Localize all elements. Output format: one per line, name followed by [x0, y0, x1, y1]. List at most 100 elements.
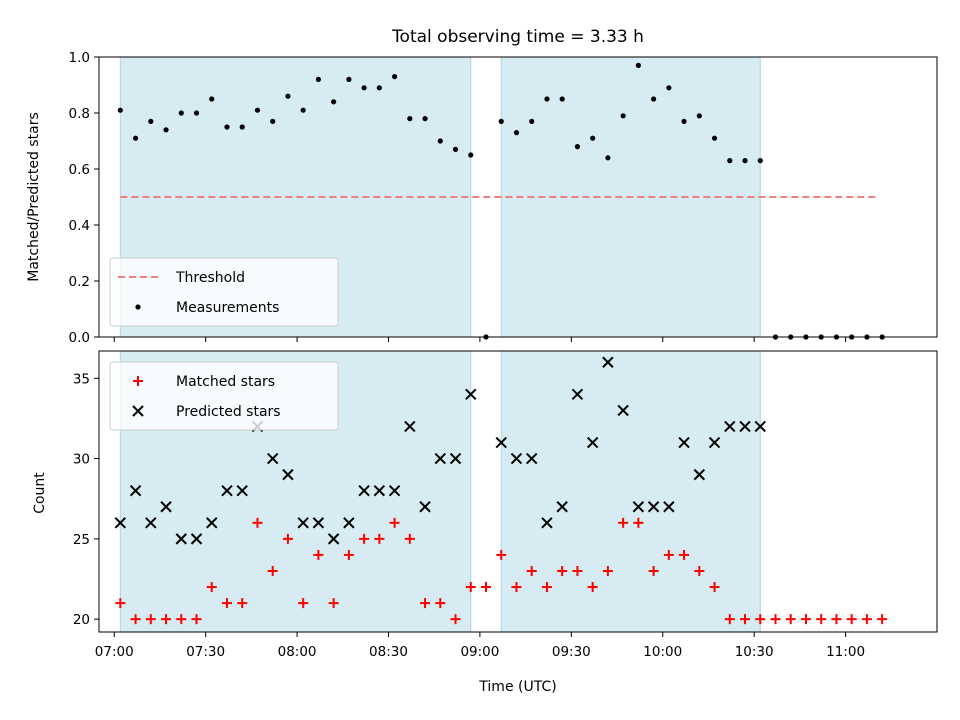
data-point [145, 517, 157, 529]
x-tick-label: 08:30 [369, 644, 408, 660]
x-tick-label: 09:30 [552, 644, 591, 660]
y-tick-label: 0.0 [69, 330, 90, 346]
data-point [343, 549, 354, 560]
data-point [374, 533, 385, 544]
data-point [574, 144, 581, 150]
data-point [694, 565, 705, 576]
y-tick-label: 0.8 [69, 106, 90, 122]
data-point [556, 501, 568, 513]
data-point [526, 452, 538, 465]
data-point [176, 614, 187, 625]
data-point [129, 484, 142, 497]
data-point [511, 582, 522, 593]
data-point [785, 614, 796, 625]
data-point [620, 113, 626, 119]
data-point [237, 598, 248, 609]
ratio-panel: 0.0 0.2 0.4 0.6 0.8 1.0 Threshold Measurements [69, 50, 938, 346]
data-point [510, 452, 523, 465]
data-point [209, 96, 215, 102]
data-point [389, 517, 400, 528]
data-point [465, 582, 476, 593]
data-point [663, 549, 674, 560]
x-tick-label: 07:00 [95, 644, 134, 660]
data-point [343, 517, 355, 529]
data-point [708, 436, 721, 449]
data-point [407, 116, 413, 122]
data-point [175, 533, 187, 545]
ratio-y-axis-label: Matched/Predicted stars [26, 112, 42, 282]
data-point [191, 614, 202, 625]
data-point [770, 614, 781, 625]
data-point [206, 517, 218, 529]
data-point [498, 118, 504, 124]
plot-frame [98, 350, 938, 633]
data-point [239, 124, 245, 130]
legend: Threshold Measurements [109, 257, 339, 327]
data-point [282, 468, 294, 481]
data-point [331, 99, 337, 105]
data-point [312, 517, 325, 529]
data-point [572, 565, 583, 576]
data-point [755, 614, 766, 625]
legend-label: Predicted stars [176, 404, 281, 420]
data-point [117, 107, 123, 113]
x-tick-label: 11:00 [826, 644, 865, 660]
data-point [376, 85, 382, 91]
legend-label: Measurements [176, 300, 279, 316]
data-point [529, 118, 535, 124]
data-point [346, 76, 352, 82]
data-point [404, 420, 416, 433]
data-point [526, 565, 537, 576]
data-point [267, 565, 278, 576]
y-tick-label: 0.6 [69, 162, 90, 178]
data-point [711, 135, 718, 141]
data-point [297, 517, 309, 529]
legend-item: Threshold [118, 270, 245, 286]
data-point [422, 116, 428, 122]
data-point [709, 582, 720, 593]
legend-box [109, 361, 339, 431]
x-tick-label: 09:00 [460, 644, 499, 660]
legend-swatch [132, 405, 144, 417]
data-point [221, 484, 233, 497]
data-point [419, 501, 431, 513]
data-point [632, 501, 645, 513]
data-point [651, 96, 657, 102]
data-point [313, 549, 324, 560]
data-point [696, 113, 702, 119]
data-point [450, 614, 461, 625]
data-point [254, 107, 261, 113]
data-point [132, 135, 139, 141]
data-point [358, 484, 370, 497]
data-point [285, 93, 291, 99]
data-point [618, 517, 629, 528]
data-point [541, 582, 552, 593]
data-point [148, 118, 154, 124]
data-point [115, 598, 126, 609]
x-tick-label: 08:00 [278, 644, 317, 660]
data-point [163, 127, 169, 133]
data-point [544, 96, 550, 102]
data-point [541, 517, 553, 529]
data-point [605, 155, 611, 161]
data-point [449, 452, 462, 465]
data-point [468, 152, 474, 158]
data-point [647, 501, 660, 513]
data-point [816, 614, 827, 625]
x-tick-label: 07:30 [186, 644, 225, 660]
data-point [679, 549, 690, 560]
legend-label: Matched stars [176, 374, 275, 390]
data-point [435, 598, 446, 609]
y-tick-label: 30 [73, 452, 90, 468]
data-point [571, 388, 584, 401]
data-point [663, 501, 675, 513]
y-tick-label: 25 [73, 532, 90, 548]
data-point [877, 614, 888, 625]
data-point [190, 533, 203, 545]
data-point [635, 62, 641, 68]
data-point [590, 135, 596, 141]
data-point [742, 158, 748, 164]
data-point [420, 598, 431, 609]
data-point [513, 130, 520, 136]
